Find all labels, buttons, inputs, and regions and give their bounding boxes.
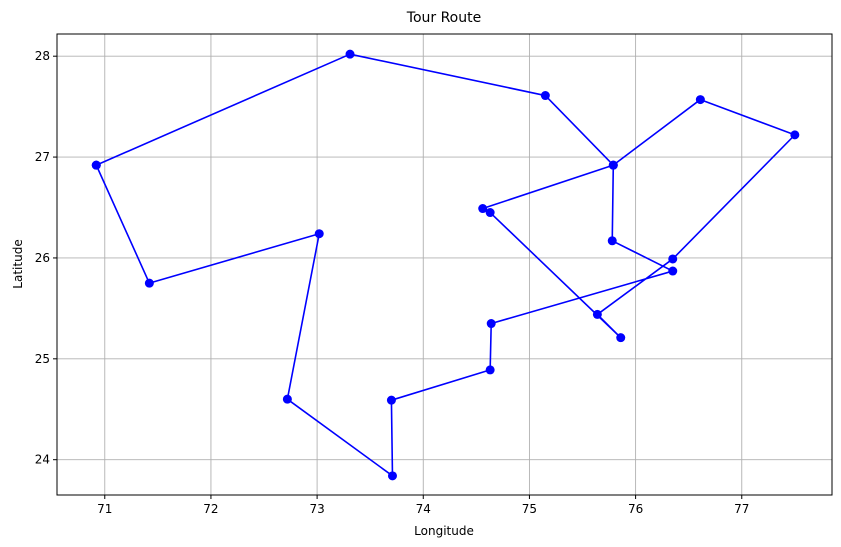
y-tick-label: 28	[35, 49, 50, 63]
route-point	[486, 319, 496, 329]
x-tick-label: 72	[203, 502, 218, 516]
plot-frame	[56, 33, 833, 496]
y-axis-ticks: 24 25 26 27 28	[35, 49, 57, 467]
route-point	[386, 395, 396, 405]
route-point	[144, 278, 154, 288]
route-point	[478, 204, 488, 214]
route-point	[607, 236, 617, 246]
route-point	[668, 266, 678, 276]
route-point	[668, 254, 678, 264]
route-polyline	[95, 53, 796, 477]
route-point	[282, 394, 292, 404]
route-point	[91, 160, 101, 170]
grid-lines	[57, 34, 832, 495]
route-line	[95, 53, 796, 477]
y-axis-label: Latitude	[11, 239, 25, 288]
route-point	[790, 130, 800, 140]
route-point	[345, 49, 355, 59]
route-points	[91, 49, 800, 481]
y-tick-label: 25	[35, 352, 50, 366]
route-point	[540, 91, 550, 101]
y-tick-label: 26	[35, 251, 50, 265]
x-tick-label: 73	[309, 502, 324, 516]
x-axis-ticks: 71 72 73 74 75 76 77	[97, 495, 749, 516]
y-tick-label: 24	[35, 453, 50, 467]
route-point	[485, 208, 495, 218]
route-point	[314, 229, 324, 239]
x-tick-label: 77	[734, 502, 749, 516]
route-point	[608, 160, 618, 170]
y-tick-label: 27	[35, 150, 50, 164]
x-tick-label: 75	[522, 502, 537, 516]
route-point	[387, 471, 397, 481]
x-tick-label: 74	[416, 502, 431, 516]
x-tick-label: 76	[628, 502, 643, 516]
route-point	[592, 309, 602, 319]
x-tick-label: 71	[97, 502, 112, 516]
x-axis-label: Longitude	[414, 524, 474, 538]
route-point	[616, 333, 626, 343]
route-point	[485, 365, 495, 375]
route-point	[695, 95, 705, 105]
chart-title: Tour Route	[406, 10, 481, 26]
